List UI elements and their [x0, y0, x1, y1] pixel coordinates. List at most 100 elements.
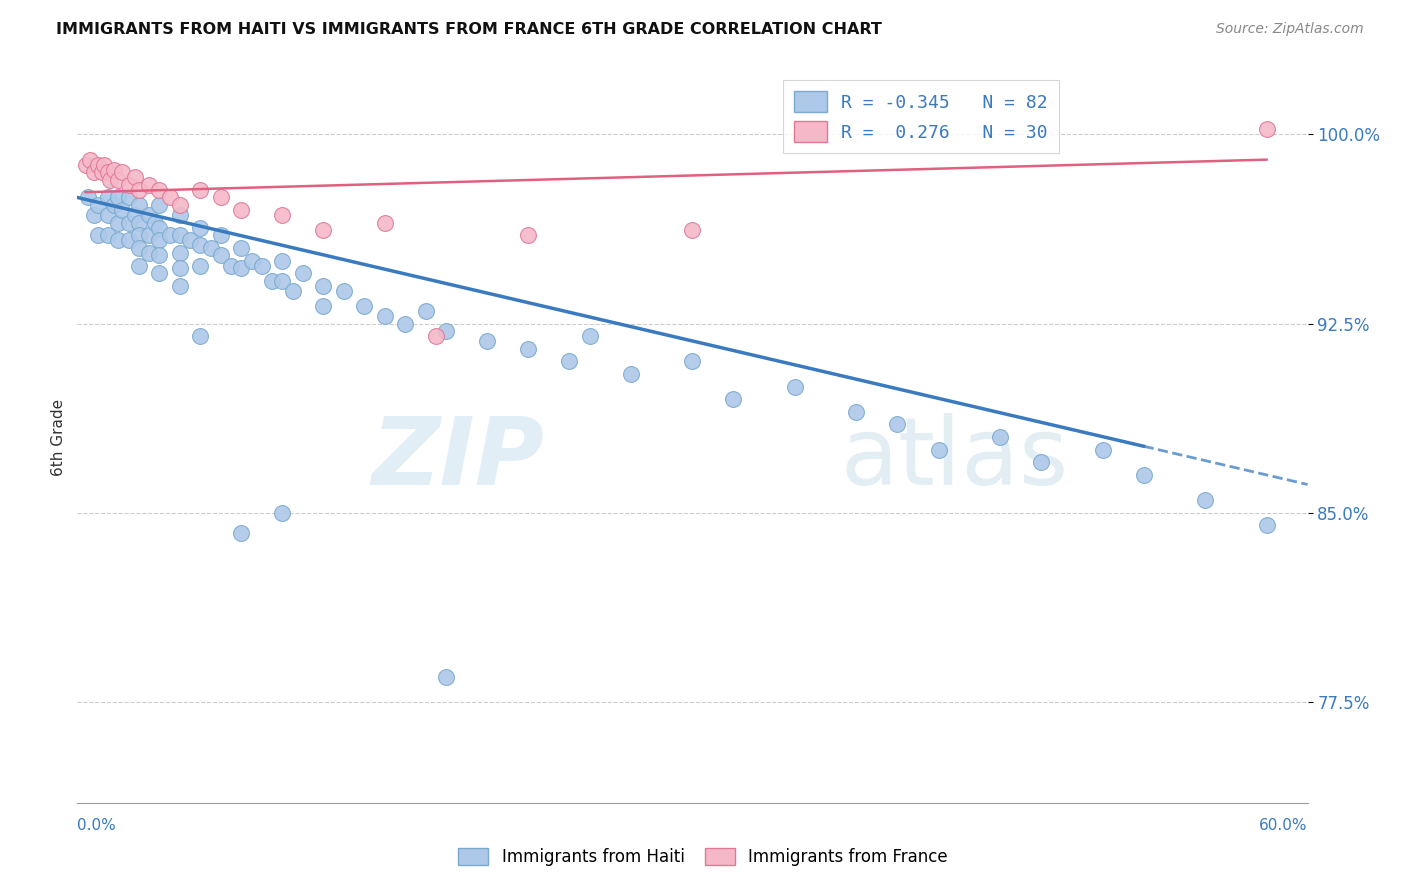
Point	[312, 278, 335, 293]
Point	[231, 525, 253, 540]
Point	[517, 228, 540, 243]
Point	[159, 228, 181, 243]
Text: Source: ZipAtlas.com: Source: ZipAtlas.com	[1216, 22, 1364, 37]
Point	[97, 228, 120, 243]
Point	[1091, 442, 1114, 457]
Point	[477, 334, 499, 349]
Point	[271, 506, 294, 520]
Point	[128, 183, 150, 197]
Point	[312, 223, 335, 237]
Point	[117, 190, 139, 204]
Point	[271, 253, 294, 268]
Point	[138, 178, 160, 192]
Point	[75, 158, 97, 172]
Point	[128, 259, 150, 273]
Point	[1132, 467, 1154, 482]
Point	[143, 216, 166, 230]
Point	[374, 309, 396, 323]
Point	[231, 203, 253, 218]
Point	[271, 274, 294, 288]
Point	[148, 220, 170, 235]
Point	[107, 173, 129, 187]
Point	[620, 367, 643, 381]
Point	[394, 317, 416, 331]
Point	[1256, 518, 1278, 533]
Point	[209, 248, 232, 262]
Point	[159, 190, 181, 204]
Text: atlas: atlas	[841, 413, 1069, 505]
Point	[128, 228, 150, 243]
Point	[436, 324, 458, 338]
Point	[107, 190, 129, 204]
Point	[928, 442, 950, 457]
Point	[169, 278, 191, 293]
Point	[148, 198, 170, 212]
Point	[124, 170, 146, 185]
Text: 0.0%: 0.0%	[77, 818, 117, 832]
Y-axis label: 6th Grade: 6th Grade	[51, 399, 66, 475]
Point	[83, 208, 105, 222]
Point	[148, 183, 170, 197]
Point	[169, 246, 191, 260]
Point	[169, 208, 191, 222]
Point	[117, 178, 139, 192]
Point	[558, 354, 581, 368]
Point	[124, 208, 146, 222]
Point	[128, 198, 150, 212]
Point	[579, 329, 602, 343]
Point	[169, 261, 191, 276]
Point	[231, 241, 253, 255]
Point	[83, 165, 105, 179]
Point	[682, 354, 704, 368]
Point	[188, 259, 212, 273]
Point	[97, 190, 120, 204]
Point	[886, 417, 908, 432]
Point	[87, 198, 110, 212]
Point	[138, 246, 160, 260]
Point	[219, 259, 242, 273]
Point	[117, 216, 139, 230]
Point	[291, 266, 314, 280]
Point	[188, 220, 212, 235]
Point	[436, 670, 458, 684]
Point	[97, 208, 120, 222]
Point	[128, 216, 150, 230]
Point	[988, 430, 1011, 444]
Point	[90, 165, 114, 179]
Point	[262, 274, 284, 288]
Point	[107, 233, 129, 247]
Point	[87, 228, 110, 243]
Point	[103, 198, 125, 212]
Point	[783, 379, 806, 393]
Point	[111, 203, 134, 218]
Point	[312, 299, 335, 313]
Point	[169, 228, 191, 243]
Point	[723, 392, 745, 407]
Point	[117, 233, 139, 247]
Point	[148, 266, 170, 280]
Point	[1256, 122, 1278, 136]
Legend: R = -0.345   N = 82, R =  0.276   N = 30: R = -0.345 N = 82, R = 0.276 N = 30	[783, 80, 1059, 153]
Point	[97, 165, 120, 179]
Point	[333, 284, 356, 298]
Point	[374, 216, 396, 230]
Point	[79, 153, 101, 167]
Point	[103, 162, 125, 177]
Point	[188, 329, 212, 343]
Point	[250, 259, 273, 273]
Point	[128, 241, 150, 255]
Point	[209, 228, 232, 243]
Point	[353, 299, 375, 313]
Point	[148, 248, 170, 262]
Point	[845, 405, 868, 419]
Point	[111, 165, 134, 179]
Point	[148, 233, 170, 247]
Point	[87, 158, 110, 172]
Point	[415, 304, 437, 318]
Text: ZIP: ZIP	[373, 413, 546, 505]
Point	[281, 284, 304, 298]
Point	[188, 183, 212, 197]
Point	[209, 190, 232, 204]
Text: IMMIGRANTS FROM HAITI VS IMMIGRANTS FROM FRANCE 6TH GRADE CORRELATION CHART: IMMIGRANTS FROM HAITI VS IMMIGRANTS FROM…	[56, 22, 882, 37]
Point	[425, 329, 447, 343]
